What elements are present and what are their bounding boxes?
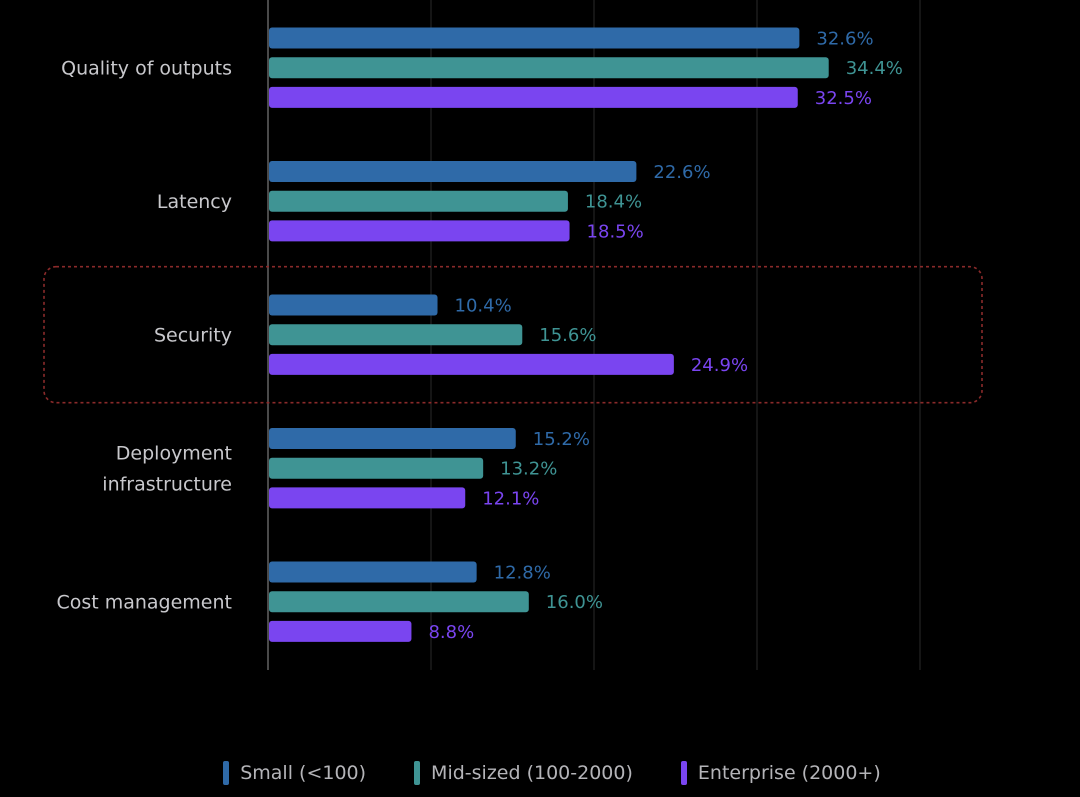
value-label: 12.1% — [482, 488, 539, 509]
legend-label-enterprise: Enterprise (2000+) — [697, 762, 881, 784]
bar — [269, 324, 523, 346]
value-label: 32.5% — [815, 88, 872, 109]
value-label: 24.9% — [691, 355, 748, 376]
category-label: Latency — [157, 191, 232, 213]
value-label: 32.6% — [816, 29, 873, 50]
bar — [269, 27, 800, 49]
legend-item-small: Small (<100) — [223, 761, 366, 785]
legend-label-mid-sized: Mid-sized (100-2000) — [431, 762, 633, 784]
category-label-line: Security — [154, 325, 232, 347]
category-label-line: infrastructure — [102, 474, 232, 496]
category-label: Security — [154, 325, 232, 347]
legend-label-small: Small (<100) — [240, 762, 367, 784]
value-label: 12.8% — [494, 563, 551, 584]
category-label: Deployment infrastructure — [102, 443, 232, 496]
highlight-box-security — [43, 265, 983, 404]
bar — [269, 591, 529, 613]
category-label: Cost management — [56, 592, 232, 614]
value-label: 22.6% — [653, 162, 710, 183]
legend-item-mid-sized: Mid-sized (100-2000) — [414, 761, 633, 785]
value-label: 18.5% — [587, 221, 644, 242]
bar — [269, 353, 674, 375]
category-label-line: Quality of outputs — [61, 58, 232, 80]
category-label-line: Deployment — [116, 443, 232, 465]
category-label-line: Latency — [157, 191, 232, 213]
value-label: 15.2% — [533, 429, 590, 450]
value-label: 16.0% — [546, 592, 603, 613]
value-label: 18.4% — [585, 192, 642, 213]
bar — [269, 294, 438, 316]
bar — [269, 190, 568, 212]
legend: Small (<100) Mid-sized (100-2000) Enterp… — [0, 756, 1080, 790]
legend-item-enterprise: Enterprise (2000+) — [680, 761, 881, 785]
bar — [269, 57, 829, 79]
category-label-line: Cost management — [56, 592, 232, 614]
value-label: 13.2% — [500, 459, 557, 480]
bar — [269, 161, 637, 182]
value-label: 8.8% — [428, 622, 474, 643]
legend-swatch-enterprise — [680, 761, 687, 785]
legend-swatch-small — [223, 761, 230, 785]
bar-chart: 32.6% 34.4% 32.5% Quality of outputs 22.6% 18… — [43, 0, 983, 670]
value-label: 10.4% — [455, 296, 512, 317]
category-label: Quality of outputs — [61, 58, 232, 80]
bar — [269, 620, 412, 642]
bar — [269, 457, 484, 479]
value-label: 34.4% — [846, 58, 903, 79]
bar — [269, 428, 516, 449]
bar — [269, 487, 466, 509]
bar — [269, 220, 570, 242]
legend-swatch-mid-sized — [414, 761, 421, 785]
bar — [269, 86, 798, 108]
value-label: 15.6% — [539, 325, 596, 346]
bar — [269, 561, 477, 583]
